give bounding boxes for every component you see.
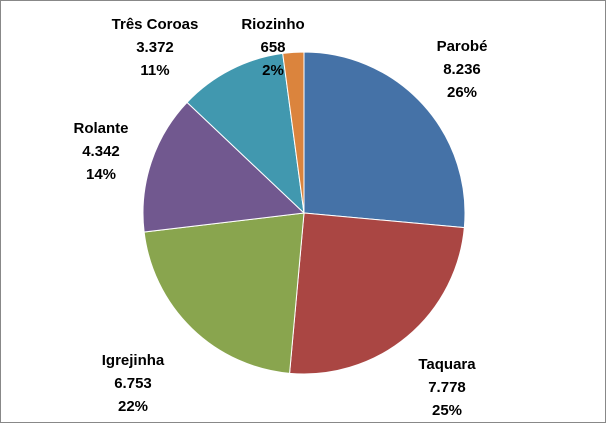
slice-percent: 11% (140, 62, 169, 79)
pie-slice (282, 51, 305, 214)
slice-value: 658 (260, 39, 285, 56)
pie-slice (289, 212, 465, 375)
slice-percent: 14% (86, 166, 116, 183)
slice-value: 7.778 (428, 379, 466, 396)
slice-value: 6.753 (114, 375, 152, 392)
slice-name: Parobé (437, 38, 488, 55)
slice-percent: 2% (262, 62, 284, 79)
pie-slice (142, 101, 306, 233)
pie-slice (186, 52, 305, 215)
slice-percent: 26% (447, 84, 477, 101)
slice-name: Taquara (418, 356, 476, 373)
slice-name: Três Coroas (112, 16, 199, 33)
slice-percent: 22% (118, 398, 148, 415)
slice-percent: 25% (432, 402, 462, 419)
slice-name: Igrejinha (102, 352, 165, 369)
slice-name: Riozinho (241, 16, 304, 33)
slice-value: 4.342 (82, 143, 120, 160)
slice-value: 8.236 (443, 61, 481, 78)
pie-slice (303, 51, 466, 229)
slice-value: 3.372 (136, 39, 174, 56)
slice-name: Rolante (73, 120, 128, 137)
pie-slice (143, 212, 305, 374)
